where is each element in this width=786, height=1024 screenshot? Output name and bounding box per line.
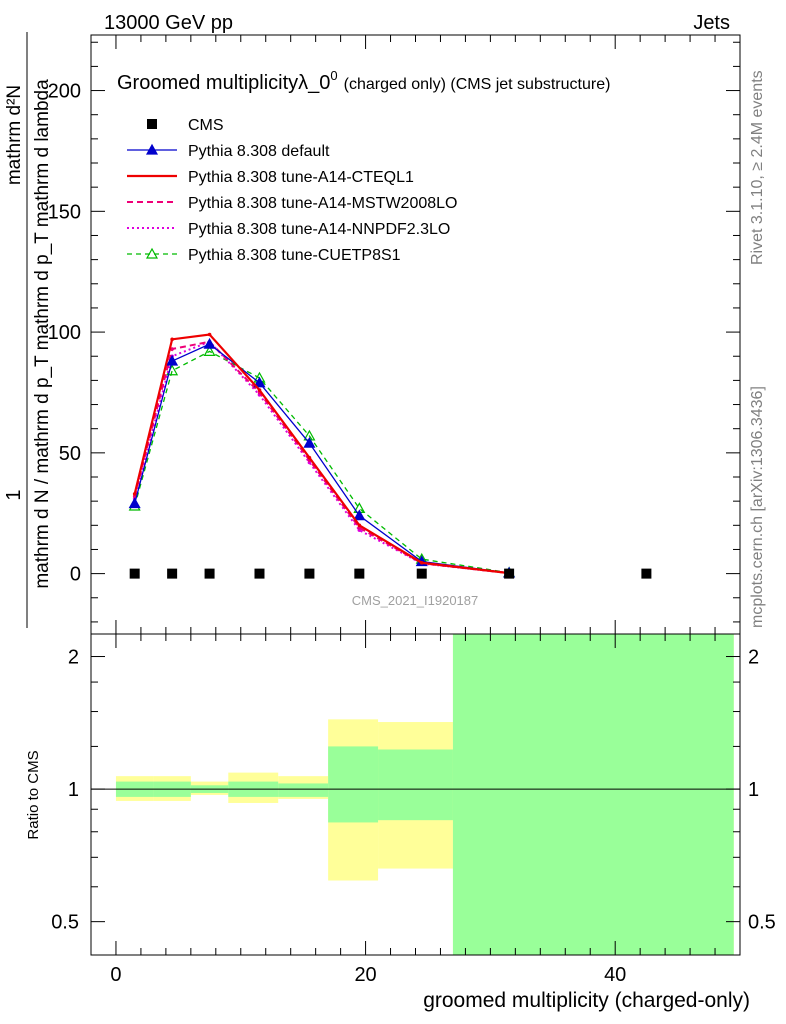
series-line-nnpdf bbox=[133, 340, 510, 575]
band-inner-5 bbox=[328, 746, 379, 823]
series-point-cuetp8s1 bbox=[203, 345, 216, 357]
energy-label: 13000 GeV pp bbox=[104, 12, 233, 34]
category-label: Jets bbox=[693, 12, 730, 34]
series-default bbox=[128, 337, 516, 578]
svg-text:Groomed multiplicityλ_00(charg: Groomed multiplicityλ_00 (charged only) (… bbox=[117, 68, 610, 94]
y-tick-label: 0 bbox=[70, 564, 81, 586]
band-inner-4 bbox=[278, 783, 329, 797]
main-title: Groomed multiplicityλ_00 (charged only) (… bbox=[117, 68, 610, 94]
legend-marker-cms bbox=[147, 119, 157, 129]
legend-marker-cuetp8s1 bbox=[145, 247, 159, 259]
cms-data-point bbox=[354, 568, 365, 579]
legend-entry-cuetp8s1: Pythia 8.308 tune-CUETP8S1 bbox=[127, 247, 401, 264]
series-line-default bbox=[134, 343, 510, 574]
ratio-y-tick-label-right: 0.5 bbox=[748, 912, 776, 934]
main-subtitle: (charged only) (CMS jet substructure) bbox=[344, 76, 611, 93]
y-tick-label: 150 bbox=[48, 201, 81, 223]
cms-data-point bbox=[129, 568, 140, 579]
x-tick-label: 20 bbox=[354, 964, 376, 986]
y-label-denominator: mathrm d N / mathrm d p_T mathrm d p_T m… bbox=[32, 79, 53, 589]
series-line-cteql1 bbox=[133, 333, 510, 575]
cms-data-point bbox=[304, 568, 315, 579]
series-point-default bbox=[128, 497, 141, 509]
legend-label-cuetp8s1: Pythia 8.308 tune-CUETP8S1 bbox=[188, 247, 401, 264]
ratio-y-label: Ratio to CMS bbox=[25, 750, 42, 839]
ratio-y-tick-label-left: 0.5 bbox=[51, 912, 79, 934]
legend-entry-default: Pythia 8.308 default bbox=[127, 143, 330, 160]
cms-data-point bbox=[641, 568, 652, 579]
cms-data-point bbox=[416, 568, 427, 579]
series-point-cteql1 bbox=[170, 337, 174, 342]
watermark: CMS_2021_I1920187 bbox=[352, 593, 479, 608]
series-point-default bbox=[203, 337, 216, 349]
series-line-mstw bbox=[133, 340, 510, 575]
y-tick-label: 50 bbox=[59, 443, 81, 465]
series-point-cteql1 bbox=[419, 560, 424, 565]
y-tick-label: 200 bbox=[48, 81, 81, 103]
legend-marker-default bbox=[145, 143, 159, 155]
series-point-mstw bbox=[170, 347, 174, 351]
y-label-numerator-2: mathrm d²N bbox=[4, 85, 25, 185]
band-inner-6 bbox=[378, 749, 453, 821]
legend-entry-mstw: Pythia 8.308 tune-A14-MSTW2008LO bbox=[127, 195, 457, 212]
ratio-y-tick-label-right: 2 bbox=[748, 647, 759, 669]
legend-label-mstw: Pythia 8.308 tune-A14-MSTW2008LO bbox=[188, 195, 457, 212]
data-series bbox=[128, 332, 652, 579]
axis-ticks: 0 50 100 150 200 0 20 40 0.5 0.5 1 1 2 2 bbox=[48, 35, 776, 986]
mcplots-label: mcplots.cern.ch [arXiv:1306.3436] bbox=[749, 386, 766, 628]
ratio-y-tick-label-left: 1 bbox=[68, 779, 79, 801]
series-line-cuetp8s1 bbox=[134, 350, 510, 574]
series-point-default bbox=[166, 354, 179, 366]
series-point-cteql1 bbox=[132, 492, 137, 496]
legend-label-cteql1: Pythia 8.308 tune-A14-CTEQL1 bbox=[188, 169, 414, 186]
x-tick-label: 40 bbox=[604, 964, 626, 986]
legend-entry-nnpdf: Pythia 8.308 tune-A14-NNPDF2.3LO bbox=[127, 221, 450, 238]
ratio-y-tick-label-right: 1 bbox=[748, 779, 759, 801]
legend-label-cms: CMS bbox=[188, 117, 224, 134]
x-tick-label: 0 bbox=[110, 964, 121, 986]
legend-label-nnpdf: Pythia 8.308 tune-A14-NNPDF2.3LO bbox=[188, 221, 450, 238]
ratio-uncertainty-bands bbox=[91, 634, 740, 955]
series-point-cteql1 bbox=[307, 455, 312, 460]
rivet-version-label: Rivet 3.1.10, ≥ 2.4M events bbox=[749, 70, 766, 265]
cms-data-point bbox=[167, 568, 178, 579]
cms-data-point bbox=[504, 568, 515, 579]
y-label-numerator-1: 1 bbox=[3, 489, 25, 500]
series-nnpdf bbox=[132, 339, 511, 575]
ratio-y-tick-label-left: 2 bbox=[68, 647, 79, 669]
legend-entry-cteql1: Pythia 8.308 tune-A14-CTEQL1 bbox=[127, 169, 414, 186]
series-point-default bbox=[353, 509, 366, 521]
cms-data-point bbox=[204, 568, 215, 579]
series-mstw bbox=[132, 339, 511, 575]
main-title-sup: 0 bbox=[330, 68, 337, 83]
series-point-cteql1 bbox=[207, 332, 212, 337]
series-point-default bbox=[253, 376, 266, 388]
y-tick-label: 100 bbox=[48, 322, 81, 344]
legend-entry-cms: CMS bbox=[147, 117, 224, 134]
series-point-cteql1 bbox=[257, 388, 262, 392]
main-title-text: Groomed multiplicityλ_0 bbox=[117, 72, 330, 94]
series-point-default bbox=[303, 436, 316, 448]
y-axis-label-top: 1 mathrm d N / mathrm d p_T mathrm d p_T… bbox=[3, 32, 53, 628]
series-point-cteql1 bbox=[357, 523, 362, 528]
cms-data-point bbox=[254, 568, 265, 579]
band-inner-7 bbox=[452, 634, 734, 955]
legend-label-default: Pythia 8.308 default bbox=[188, 143, 330, 160]
series-cms bbox=[129, 568, 652, 579]
legend: CMS Pythia 8.308 default Pythia 8.308 tune… bbox=[127, 117, 457, 264]
x-axis-label: groomed multiplicity (charged-only) bbox=[423, 989, 750, 1012]
